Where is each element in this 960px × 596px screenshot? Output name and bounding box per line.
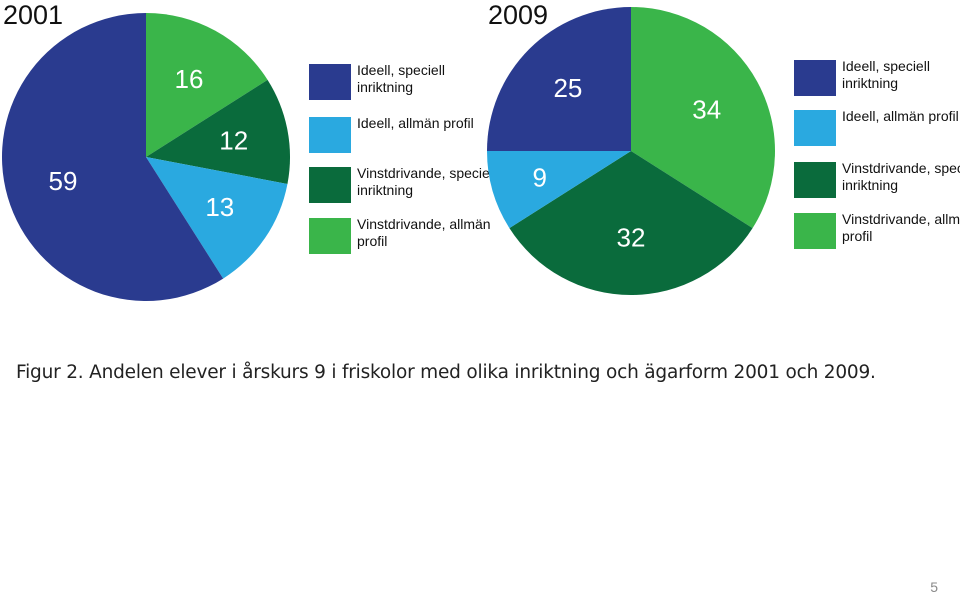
legend-label: Vinstdrivande, speciell inriktning: [357, 165, 497, 198]
legend-label: Ideell, allmän profil: [842, 108, 959, 124]
legend-item-vinst-allman: Vinstdrivande, allmän profil: [309, 216, 499, 258]
legend-label: Vinstdrivande, speciell inriktning: [842, 160, 960, 193]
legend-swatch: [794, 60, 836, 96]
data-label: 16: [175, 64, 204, 94]
legend-item-ideell-speciell: Ideell, speciell inriktning: [794, 58, 960, 100]
legend-swatch: [794, 162, 836, 198]
legend-label: Ideell, speciell inriktning: [357, 62, 445, 95]
pie-slice: [631, 7, 775, 229]
legend-item-ideell-allman: Ideell, allmän profil: [794, 108, 960, 150]
pie-slice: [1, 13, 224, 301]
legend-item-vinst-speciell: Vinstdrivande, speciell inriktning: [309, 165, 499, 207]
legend-swatch: [309, 218, 351, 254]
pie-slice: [487, 7, 631, 151]
chart-title-2001: 2001: [3, 0, 64, 30]
pie-chart-2001: 16 12 13 59: [1, 13, 290, 301]
legend-label: Vinstdrivande, allmän profil: [357, 216, 491, 249]
pie-slice: [509, 151, 753, 295]
data-label: 32: [617, 222, 646, 252]
legend-label: Vinstdrivande, allmän profil: [842, 211, 960, 244]
pie-slice: [487, 151, 631, 229]
legend-item-ideell-speciell: Ideell, speciell inriktning: [309, 62, 499, 104]
figure-caption: Figur 2. Andelen elever i årskurs 9 i fr…: [16, 362, 876, 383]
data-label: 34: [692, 94, 721, 124]
legend-label: Ideell, allmän profil: [357, 115, 474, 131]
legend-swatch: [794, 110, 836, 146]
pie-slice: [146, 79, 290, 184]
legend-swatch: [309, 167, 351, 203]
data-label: 59: [49, 166, 78, 196]
pie-chart-2009: 34 32 9 25: [487, 7, 775, 295]
legend-swatch: [309, 117, 351, 153]
pie-slice: [146, 13, 268, 157]
data-label: 12: [219, 125, 248, 155]
data-label: 25: [553, 73, 582, 103]
legend-label: Ideell, speciell inriktning: [842, 58, 930, 91]
legend-item-vinst-allman: Vinstdrivande, allmän profil: [794, 211, 960, 253]
chart-title-2009: 2009: [488, 0, 549, 30]
data-label: 13: [205, 192, 234, 222]
data-label: 9: [532, 163, 546, 193]
legend-swatch: [309, 64, 351, 100]
page-number: 5: [930, 579, 938, 595]
legend-swatch: [794, 213, 836, 249]
legend-item-ideell-allman: Ideell, allmän profil: [309, 115, 499, 157]
pie-slice: [146, 157, 288, 279]
legend-item-vinst-speciell: Vinstdrivande, speciell inriktning: [794, 160, 960, 202]
